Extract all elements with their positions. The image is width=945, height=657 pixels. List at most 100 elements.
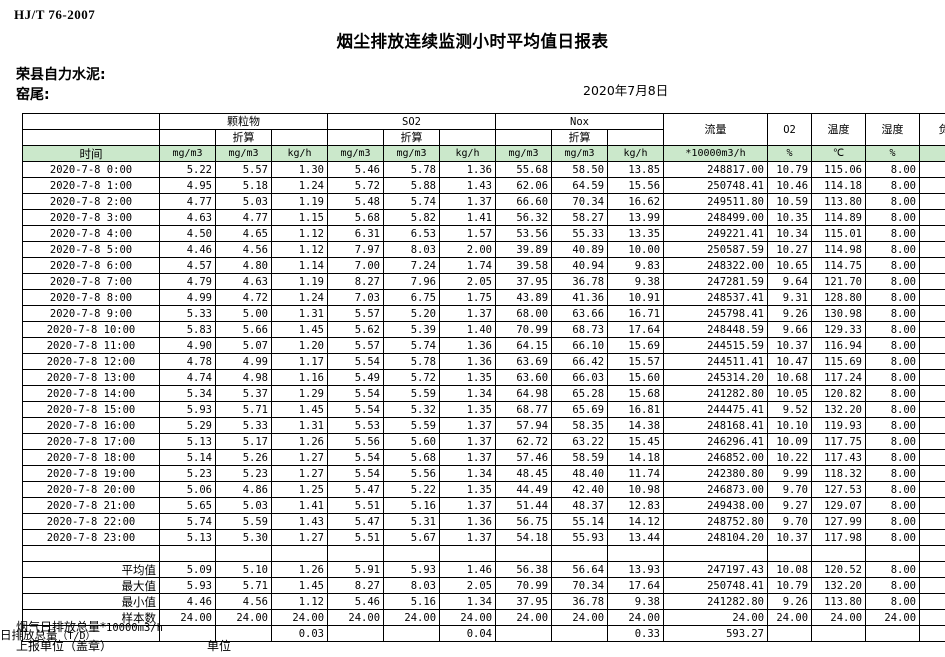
cell-value-0: 5.74 <box>159 513 216 530</box>
cell-value-13: 80.00 <box>919 321 945 338</box>
cell-value-8: 16.71 <box>607 305 665 322</box>
cell-value-4: 5.20 <box>383 305 441 322</box>
cell-value-5: 1.75 <box>439 289 497 306</box>
table-row: 2020-7-8 7:00 4.79 4.63 1.19 8.27 7.96 2.05 37.… <box>22 273 945 290</box>
cell-value-6: 39.89 <box>495 241 553 258</box>
cell-value-3: 5.57 <box>327 305 385 322</box>
cell-value-1: 4.56 <box>215 241 272 258</box>
cell-value-5: 1.36 <box>439 337 497 354</box>
table-row: 2020-7-8 10:00 5.83 5.66 1.45 5.62 5.39 1.40 70… <box>22 321 945 338</box>
summary-value-4: 5.93 <box>383 561 441 578</box>
cell-value-6: 55.68 <box>495 161 553 178</box>
summary-value-2: 24.00 <box>270 609 329 626</box>
summary-value-4: 5.16 <box>383 593 441 610</box>
summary-value-12: 24.00 <box>865 609 921 626</box>
cell-blank-10 <box>663 545 769 562</box>
cell-value-12: 8.00 <box>865 225 921 242</box>
summary-value-4: 8.03 <box>383 577 441 594</box>
cell-value-9: 246852.00 <box>663 449 769 466</box>
cell-value-6: 68.00 <box>495 305 553 322</box>
cell-value-2: 1.43 <box>270 513 329 530</box>
cell-value-1: 4.98 <box>215 369 272 386</box>
cell-value-10: 10.05 <box>767 385 813 402</box>
footer-note: 烟气日排放总量*10000m3/h <box>16 618 163 635</box>
cell-value-5: 1.35 <box>439 481 497 498</box>
cell-value-0: 4.57 <box>159 257 216 274</box>
cell-value-5: 1.35 <box>439 401 497 418</box>
unit-header-row: 时间 mg/m3 mg/m3 kg/h mg/m3 mg/m3 kg/h mg/… <box>22 145 945 162</box>
cell-value-3: 5.57 <box>327 337 385 354</box>
cell-value-2: 1.30 <box>270 161 329 178</box>
summary-value-6: 37.95 <box>495 593 553 610</box>
cell-time: 2020-7-8 12:00 <box>22 353 160 370</box>
cell-time: 2020-7-8 10:00 <box>22 321 160 338</box>
cell-value-5: 1.41 <box>439 209 497 226</box>
cell-time: 2020-7-8 11:00 <box>22 337 160 354</box>
cell-value-11: 117.24 <box>811 369 867 386</box>
cell-value-9: 248537.41 <box>663 289 769 306</box>
summary-value-0: 5.09 <box>159 561 216 578</box>
summary-value-8: 24.00 <box>607 609 665 626</box>
cell-value-13: 80.00 <box>919 193 945 210</box>
cell-time: 2020-7-8 3:00 <box>22 209 160 226</box>
cell-value-2: 1.19 <box>270 193 329 210</box>
cell-value-1: 5.59 <box>215 513 272 530</box>
cell-time: 2020-7-8 7:00 <box>22 273 160 290</box>
cell-value-2: 1.27 <box>270 465 329 482</box>
cell-value-12: 8.00 <box>865 321 921 338</box>
cell-value-11: 115.69 <box>811 353 867 370</box>
cell-value-13: 80.00 <box>919 481 945 498</box>
cell-value-11: 114.18 <box>811 177 867 194</box>
cell-value-9: 248499.00 <box>663 209 769 226</box>
cell-value-4: 5.22 <box>383 481 441 498</box>
cell-time: 2020-7-8 0:00 <box>22 161 160 178</box>
cell-value-2: 1.31 <box>270 305 329 322</box>
cell-value-7: 58.59 <box>551 449 609 466</box>
cell-value-12: 8.00 <box>865 481 921 498</box>
cell-time: 2020-7-8 6:00 <box>22 257 160 274</box>
unit-header-so2-kgh: kg/h <box>439 145 497 162</box>
cell-value-7: 58.27 <box>551 209 609 226</box>
cell-value-11: 132.20 <box>811 401 867 418</box>
cell-value-13: 80.00 <box>919 465 945 482</box>
summary-value-7: 56.64 <box>551 561 609 578</box>
cell-value-7: 58.50 <box>551 161 609 178</box>
cell-value-4: 5.16 <box>383 497 441 514</box>
summary-value-7: 36.78 <box>551 593 609 610</box>
table-row: 2020-7-8 22:00 5.74 5.59 1.43 5.47 5.31 1.36 56… <box>22 513 945 530</box>
summary-value-5: 24.00 <box>439 609 497 626</box>
cell-value-0: 4.46 <box>159 241 216 258</box>
cell-value-6: 53.56 <box>495 225 553 242</box>
cell-value-0: 4.77 <box>159 193 216 210</box>
cell-value-8: 14.12 <box>607 513 665 530</box>
cell-value-7: 66.42 <box>551 353 609 370</box>
daily-total-value-5: 0.04 <box>439 625 497 642</box>
daily-total-value-11 <box>811 625 867 642</box>
group-header-temperature: 温度 <box>811 113 867 146</box>
cell-value-2: 1.15 <box>270 209 329 226</box>
cell-value-1: 5.03 <box>215 497 272 514</box>
report-table-body: 颗粒物 SO2 Nox 流量 O2 温度 湿度 负荷 折算 折算 <box>22 113 945 642</box>
cell-value-5: 1.37 <box>439 449 497 466</box>
summary-value-0: 5.93 <box>159 577 216 594</box>
cell-value-0: 4.79 <box>159 273 216 290</box>
table-row: 2020-7-8 16:00 5.29 5.33 1.31 5.53 5.59 1.37 57… <box>22 417 945 434</box>
cell-value-9: 248752.80 <box>663 513 769 530</box>
cell-value-4: 5.67 <box>383 529 441 546</box>
sub-header-so2-converted: 折算 <box>383 129 441 146</box>
summary-value-5: 1.34 <box>439 593 497 610</box>
cell-value-9: 248448.59 <box>663 321 769 338</box>
cell-value-13: 80.00 <box>919 401 945 418</box>
cell-value-13: 80.00 <box>919 289 945 306</box>
cell-value-12: 8.00 <box>865 513 921 530</box>
cell-value-4: 5.59 <box>383 417 441 434</box>
cell-value-3: 5.72 <box>327 177 385 194</box>
sub-header-particulate-measured <box>159 129 216 146</box>
summary-value-5: 1.46 <box>439 561 497 578</box>
unit-header-nox-conv-mgm3: mg/m3 <box>551 145 609 162</box>
cell-value-4: 7.24 <box>383 257 441 274</box>
cell-value-5: 1.37 <box>439 497 497 514</box>
cell-value-10: 10.46 <box>767 177 813 194</box>
cell-value-1: 5.37 <box>215 385 272 402</box>
cell-value-12: 8.00 <box>865 305 921 322</box>
